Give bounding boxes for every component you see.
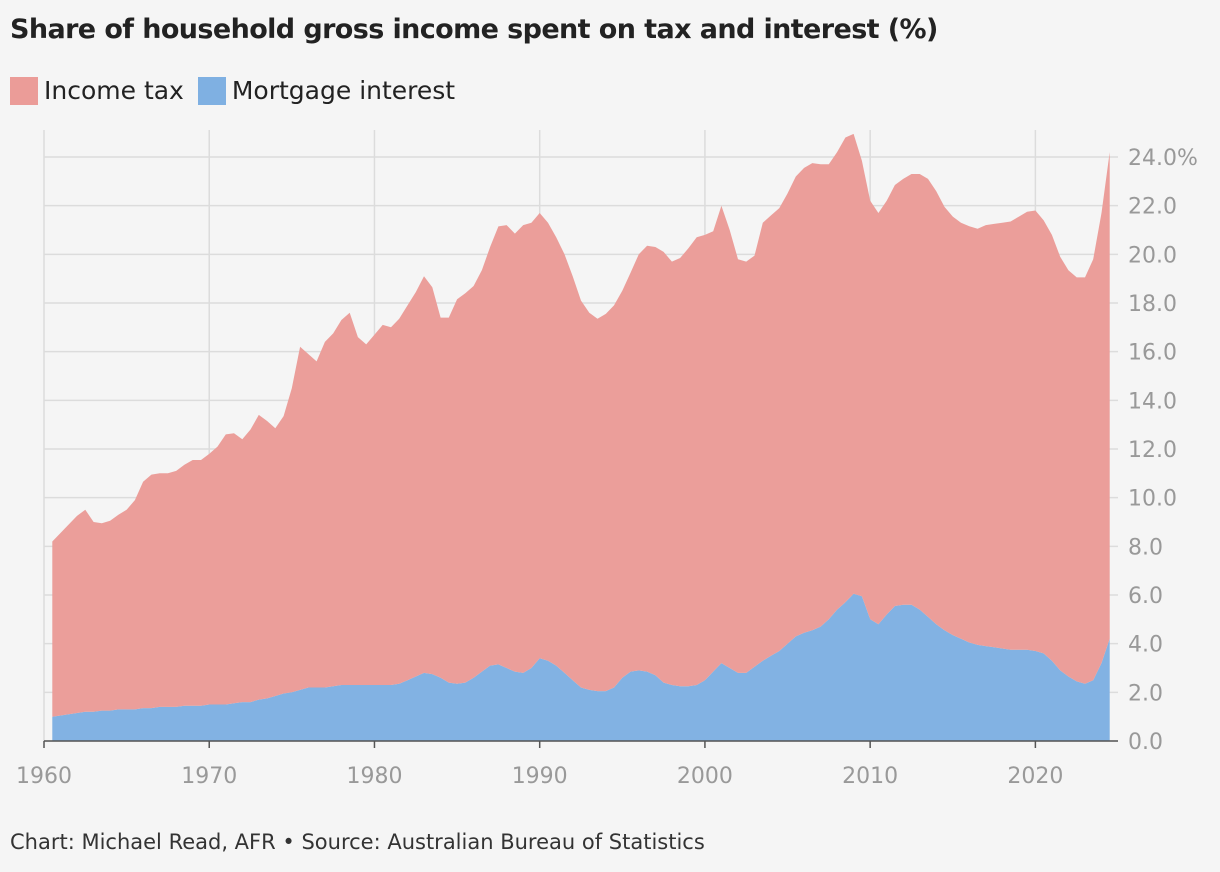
y-tick-label: 16.0: [1128, 341, 1177, 366]
x-tick-labels: 1960 1970 1980 1990 2000 2010 2020: [16, 764, 1063, 789]
y-tick-label: 22.0: [1128, 195, 1177, 220]
y-tick-labels: 0.0 2.0 4.0 6.0 8.0 10.0 12.0 14.0 16.0 18.0 20.0 2…: [1128, 146, 1198, 755]
x-tick-label: 1970: [181, 764, 237, 789]
y-tick-label: 0.0: [1128, 730, 1163, 755]
x-tick-label: 1990: [512, 764, 568, 789]
x-tick-label: 1980: [346, 764, 402, 789]
x-tick-label: 2000: [677, 764, 733, 789]
area-series: [52, 133, 1110, 741]
y-tick-label: 18.0: [1128, 292, 1177, 317]
legend-swatch-mortgage-interest: [197, 76, 226, 105]
legend-label-income-tax: Income tax: [44, 76, 184, 105]
area-income-tax: [52, 133, 1110, 717]
y-tick-label: 14.0: [1128, 389, 1177, 414]
y-tick-label: 12.0: [1128, 438, 1177, 463]
axes: [43, 740, 1118, 748]
y-tick-label: 20.0: [1128, 243, 1177, 268]
area-chart: 0.0 2.0 4.0 6.0 8.0 10.0 12.0 14.0 16.0 18.0 20.0 2…: [16, 130, 1198, 789]
legend-item-mortgage-interest: Mortgage interest: [197, 76, 456, 105]
legend-item-income-tax: Income tax: [10, 76, 184, 105]
y-tick-label: 6.0: [1128, 584, 1163, 609]
y-tick-label: 2.0: [1128, 681, 1163, 706]
y-tick-label: 10.0: [1128, 487, 1177, 512]
y-tick-label: 4.0: [1128, 633, 1163, 658]
y-tick-label: 8.0: [1128, 535, 1163, 560]
y-tick-label: 24.0%: [1128, 146, 1198, 171]
area-mortgage-interest: [52, 593, 1110, 741]
legend: Income tax Mortgage interest: [10, 76, 469, 105]
chart-title: Share of household gross income spent on…: [10, 14, 938, 45]
x-tick-label: 2020: [1007, 764, 1063, 789]
legend-label-mortgage-interest: Mortgage interest: [231, 76, 456, 105]
x-tick-label: 1960: [16, 764, 72, 789]
legend-swatch-income-tax: [10, 76, 38, 105]
x-tick-label: 2010: [842, 764, 898, 789]
chart-footer: Chart: Michael Read, AFR • Source: Austr…: [10, 830, 705, 854]
